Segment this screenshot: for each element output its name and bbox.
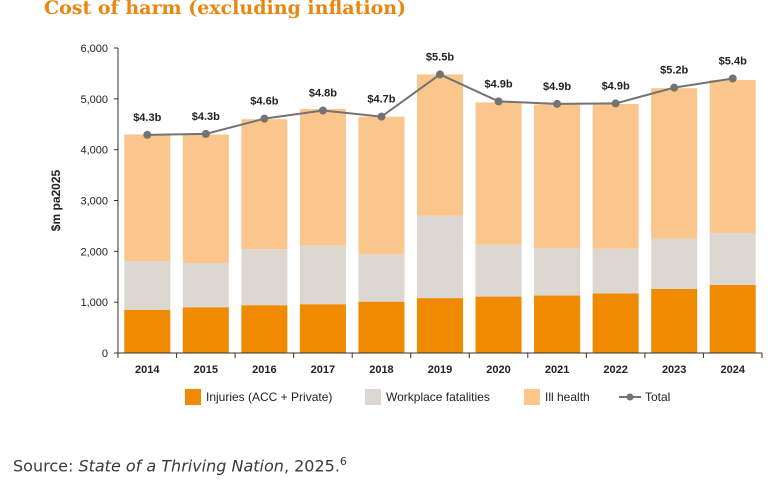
- x-tick-label: 2014: [135, 364, 160, 376]
- bar-ill-health: [709, 80, 756, 234]
- bar-ill-health: [299, 109, 346, 246]
- legend-fatalities-label: Workplace fatalities: [386, 390, 490, 404]
- bar-fatalities: [709, 233, 756, 285]
- y-axis-title: $m pa2025: [49, 169, 63, 231]
- x-tick-label: 2016: [252, 364, 276, 376]
- bars: [124, 74, 756, 353]
- bar-fatalities: [534, 248, 581, 296]
- y-tick-label: 1,000: [80, 297, 108, 309]
- bar-ill-health: [124, 134, 171, 261]
- total-data-label: $4.7b: [367, 94, 395, 106]
- x-tick-label: 2017: [311, 364, 335, 376]
- total-point: [611, 99, 620, 108]
- bar-injuries: [241, 305, 288, 353]
- bar-injuries: [417, 298, 463, 353]
- bar-ill-health: [475, 102, 522, 245]
- total-data-label: $4.9b: [484, 78, 512, 90]
- y-axis: 0 1,000 2,000 3,000 4,000 5,000 6,000 $m pa2025: [49, 43, 119, 360]
- legend: Injuries (ACC + Private) Workplace fatali…: [185, 389, 670, 405]
- y-tick-label: 5,000: [80, 94, 108, 106]
- total-data-label: $4.6b: [250, 96, 278, 108]
- total-series: $4.3b $4.3b $4.6b $4.8b $4.7b $5.5b $4.9b $4.9b…: [133, 51, 747, 139]
- total-point: [670, 83, 679, 92]
- bar-ill-health: [417, 74, 463, 216]
- bar-fatalities: [592, 248, 639, 294]
- total-point: [436, 70, 444, 79]
- total-point: [728, 74, 737, 83]
- source-suffix: , 2025.: [283, 456, 340, 476]
- total-data-label: $5.2b: [660, 65, 688, 77]
- y-tick-label: 6,000: [80, 43, 108, 55]
- total-data-label: $4.9b: [543, 81, 571, 93]
- bar-injuries: [358, 301, 405, 353]
- bar-ill-health: [182, 134, 229, 264]
- total-point: [377, 112, 386, 121]
- bar-fatalities: [475, 244, 522, 297]
- bar-ill-health: [651, 88, 698, 239]
- x-tick-label: 2022: [603, 364, 627, 376]
- x-tick-label: 2021: [545, 364, 569, 376]
- total-data-label: $5.4b: [719, 56, 747, 68]
- x-tick-label: 2019: [428, 364, 452, 376]
- source-note: Source: State of a Thriving Nation, 2025…: [13, 455, 347, 475]
- bar-injuries: [124, 309, 171, 353]
- total-data-label: $4.3b: [133, 112, 161, 124]
- y-tick-label: 2,000: [80, 246, 108, 258]
- source-prefix: Source:: [13, 456, 79, 476]
- x-tick-label: 2015: [194, 364, 218, 376]
- total-data-label: $4.3b: [192, 111, 220, 123]
- total-point: [494, 97, 503, 106]
- legend-injuries-swatch: [185, 389, 201, 405]
- legend-fatalities-swatch: [365, 389, 381, 405]
- bar-fatalities: [299, 245, 346, 305]
- bar-ill-health: [534, 104, 581, 249]
- bar-fatalities: [241, 249, 288, 306]
- bar-ill-health: [241, 119, 288, 250]
- total-point: [201, 129, 210, 138]
- source-title: State of a Thriving Nation: [78, 456, 284, 476]
- bar-injuries: [475, 296, 522, 353]
- bar-injuries: [182, 307, 229, 353]
- bar-ill-health: [592, 103, 639, 249]
- total-data-label: $4.9b: [602, 80, 630, 92]
- total-point: [553, 99, 562, 108]
- bar-fatalities: [124, 260, 171, 310]
- total-data-label: $4.8b: [309, 88, 337, 100]
- bar-injuries: [651, 288, 698, 353]
- legend-ill-health-swatch: [524, 389, 540, 405]
- x-tick-label: 2024: [720, 364, 745, 376]
- bar-injuries: [534, 295, 581, 353]
- x-axis: 2014 2015 2016 2017 2018 2019 2020 2021 2022 2023…: [117, 352, 763, 376]
- total-data-label: $5.5b: [426, 51, 454, 63]
- y-tick-label: 0: [102, 348, 108, 360]
- bar-fatalities: [651, 238, 698, 289]
- bar-fatalities: [417, 215, 463, 299]
- source-footnote: 6: [339, 455, 347, 468]
- total-point: [318, 106, 327, 115]
- legend-ill-health-label: Ill health: [545, 390, 590, 404]
- x-tick-label: 2020: [486, 364, 510, 376]
- legend-total-label: Total: [645, 390, 670, 404]
- bar-ill-health: [358, 116, 405, 255]
- stacked-bar-chart: 0 1,000 2,000 3,000 4,000 5,000 6,000 $m pa2025…: [49, 43, 763, 405]
- total-point: [260, 114, 269, 123]
- y-tick-label: 3,000: [80, 196, 108, 208]
- chart-title: Cost of harm (excluding inflation): [44, 0, 407, 19]
- x-tick-label: 2023: [662, 364, 686, 376]
- bar-injuries: [592, 293, 639, 353]
- legend-injuries-label: Injuries (ACC + Private): [206, 390, 332, 404]
- legend-total-swatch-dot: [626, 393, 634, 401]
- bar-injuries: [299, 304, 346, 353]
- y-tick-label: 4,000: [80, 145, 108, 157]
- x-tick-label: 2018: [369, 364, 393, 376]
- total-point: [143, 130, 152, 139]
- bar-injuries: [709, 284, 756, 353]
- bar-fatalities: [182, 263, 229, 308]
- bar-fatalities: [358, 254, 405, 302]
